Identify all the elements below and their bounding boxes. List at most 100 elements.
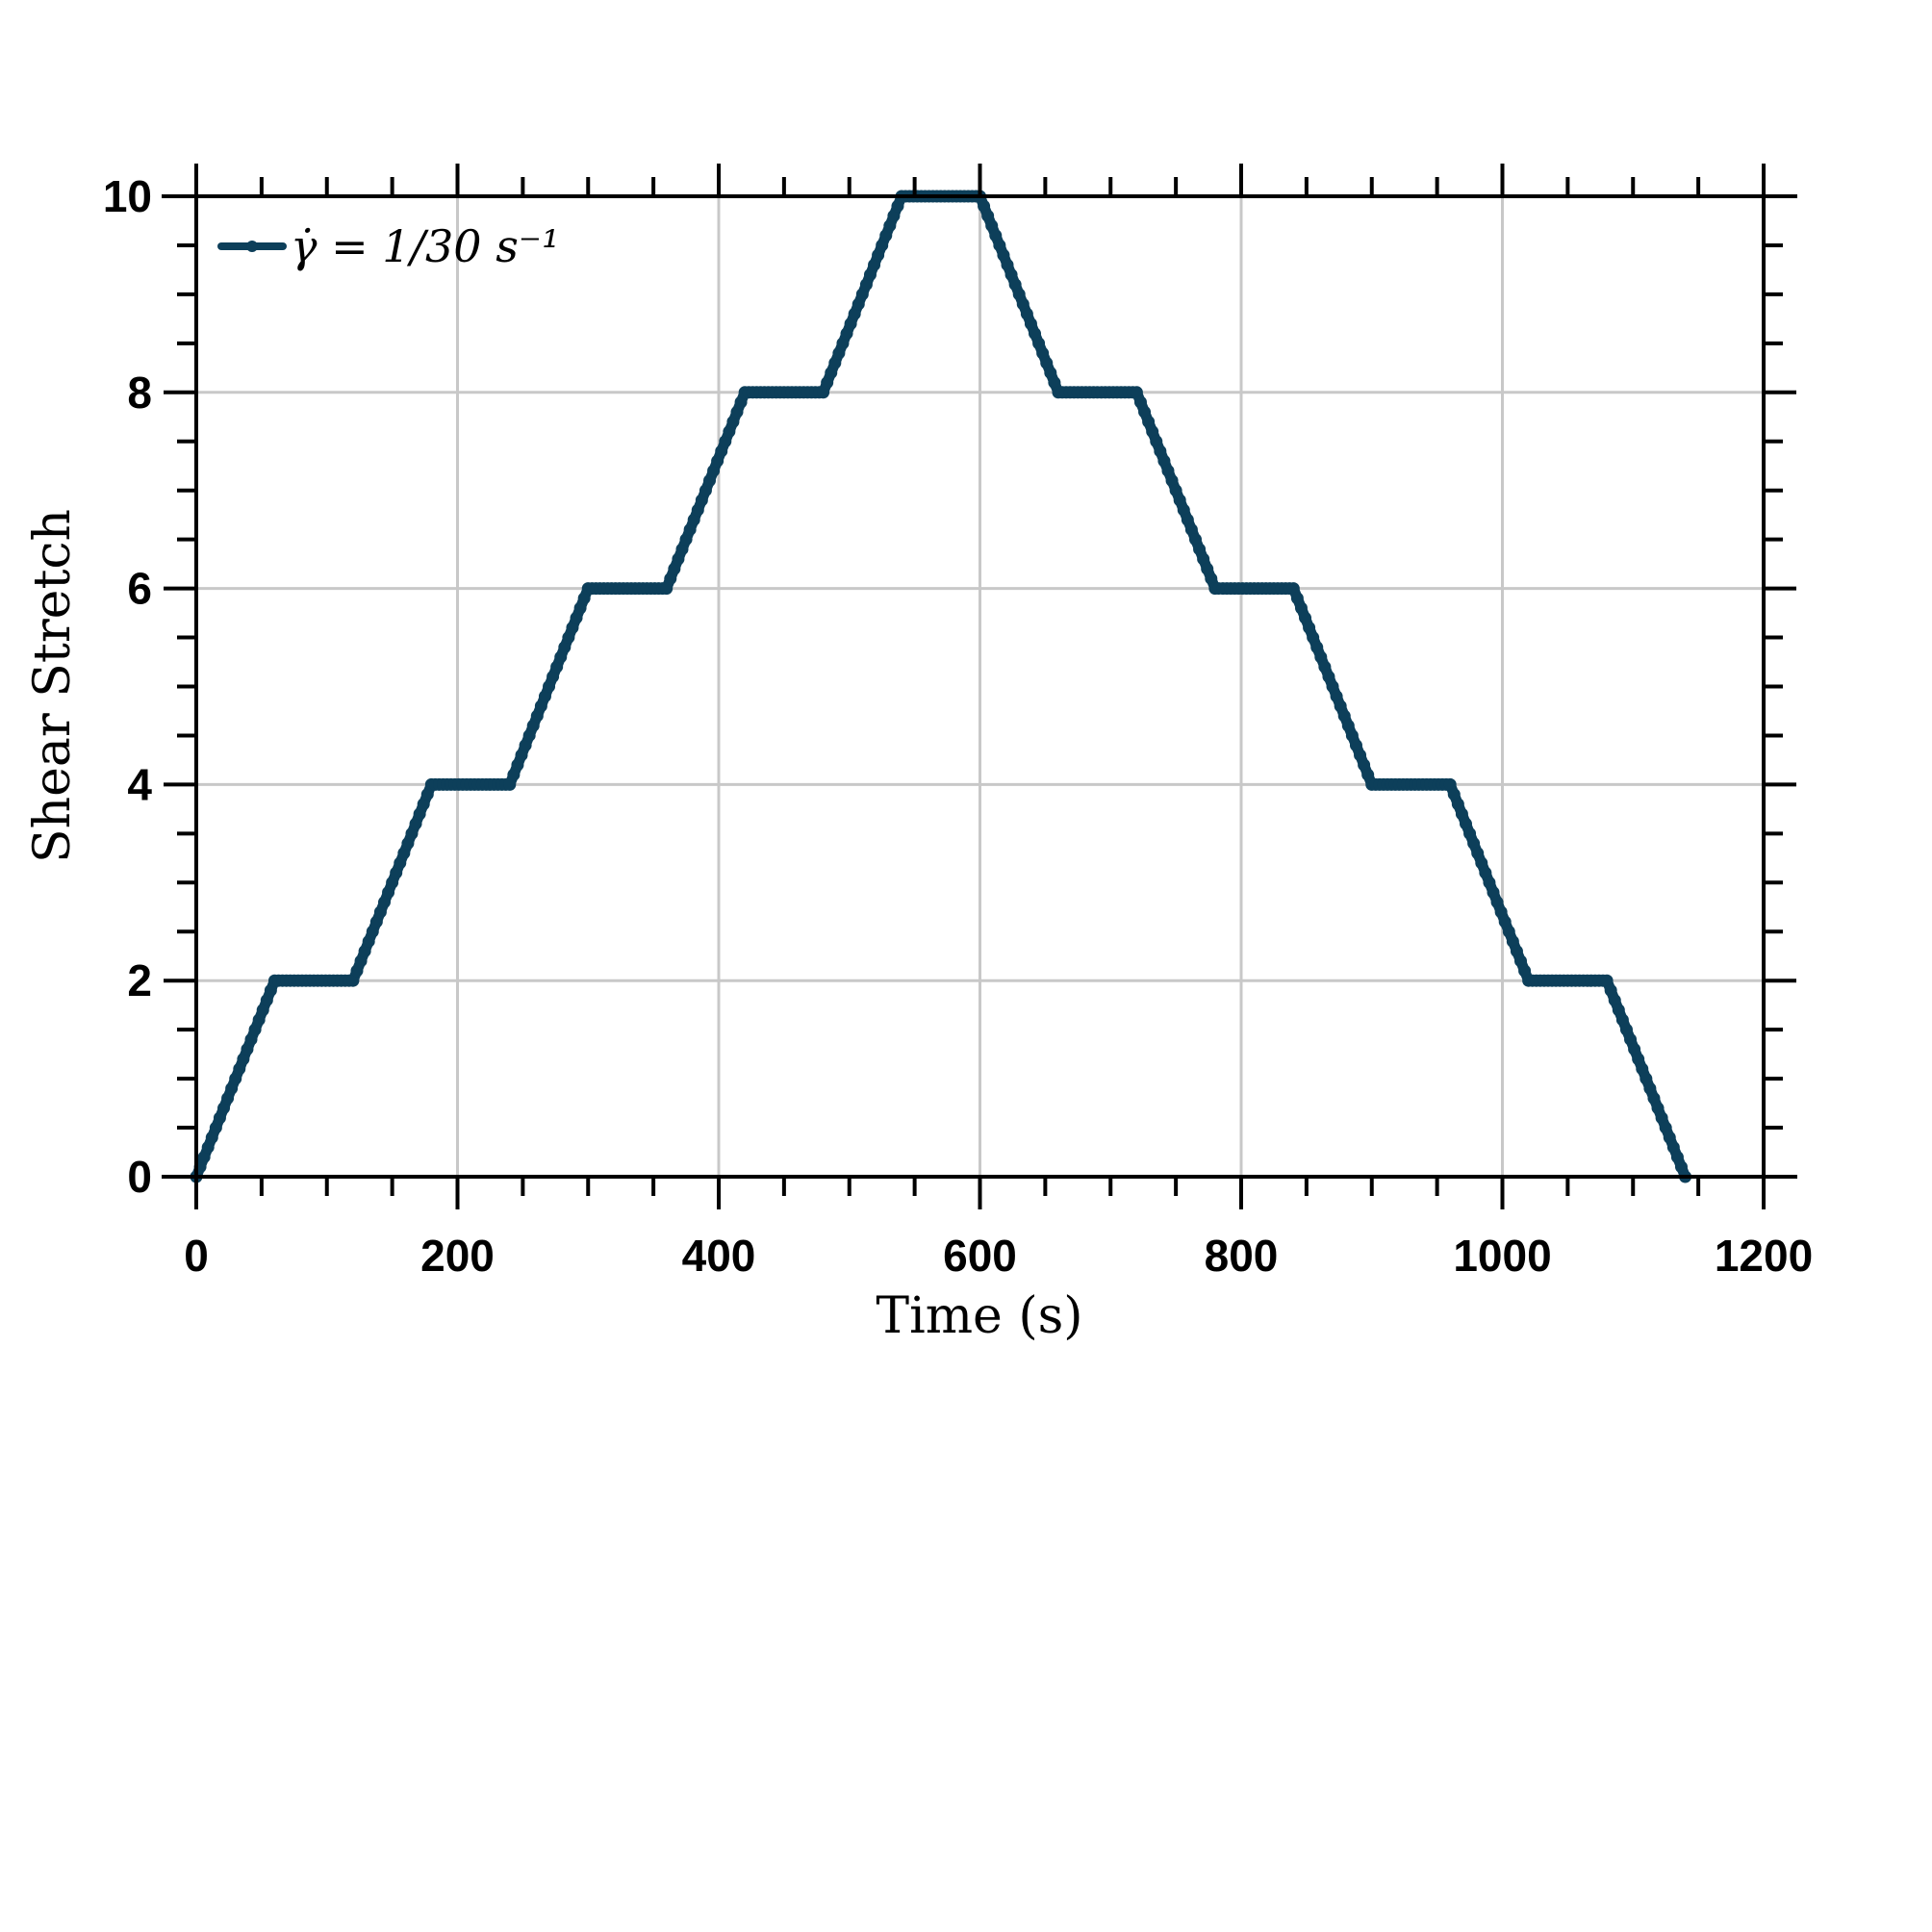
series-point — [1447, 788, 1461, 801]
series-point — [675, 543, 689, 556]
plot-area — [190, 190, 1692, 1183]
series-point — [401, 837, 415, 851]
series-point — [1487, 885, 1500, 899]
series-point — [1636, 1062, 1649, 1076]
series-point — [1326, 680, 1339, 693]
series-point — [522, 728, 536, 742]
series-point — [702, 474, 716, 488]
series-point — [734, 395, 748, 409]
series-point — [1032, 337, 1046, 350]
series-point — [707, 464, 721, 477]
series-point — [715, 445, 728, 458]
series-point — [394, 856, 407, 870]
series-point — [1651, 1102, 1665, 1115]
legend: γ̇ = 1/30 s⁻¹ — [217, 220, 560, 272]
series-point — [1463, 826, 1477, 840]
series-point — [244, 1032, 258, 1046]
series-point — [197, 1151, 211, 1164]
series-point — [538, 690, 551, 703]
series-point — [1483, 876, 1496, 889]
series-point — [1024, 317, 1037, 330]
series-point — [1004, 268, 1018, 282]
y-tick-label-2: 4 — [127, 759, 152, 809]
series-point — [252, 1013, 266, 1027]
series-point — [350, 964, 364, 978]
series-point — [213, 1111, 226, 1125]
series-point — [1471, 847, 1485, 860]
series-point — [409, 817, 422, 830]
series-point — [1303, 621, 1316, 634]
series-point — [354, 954, 368, 968]
series-point — [1608, 994, 1621, 1007]
series-point — [386, 876, 399, 889]
series-point — [1615, 1013, 1629, 1027]
series-point — [530, 709, 544, 723]
series-point — [1655, 1111, 1668, 1125]
series-point — [695, 494, 708, 507]
series-point — [503, 777, 517, 791]
series-point — [248, 1023, 262, 1036]
y-tick-label-5: 10 — [103, 171, 152, 221]
series-point — [1674, 1160, 1688, 1174]
series-point — [1647, 1091, 1661, 1105]
series-point — [1197, 552, 1210, 566]
series-point — [390, 866, 403, 879]
series-point — [1643, 1081, 1657, 1095]
series-point — [1663, 1131, 1676, 1144]
series-point — [558, 641, 572, 654]
series-point — [993, 239, 1006, 252]
series-point — [405, 826, 419, 840]
series-point — [1184, 522, 1198, 536]
x-tick-label-0: 0 — [184, 1231, 209, 1281]
series-point — [1600, 974, 1614, 987]
series-point — [978, 199, 991, 213]
series-point — [573, 601, 587, 615]
series-point — [534, 699, 547, 713]
series-point — [1040, 356, 1054, 369]
tick-labels: 0 200 400 600 800 1000 1200 0 2 4 6 8 10 — [103, 171, 1813, 1281]
series-point — [699, 484, 712, 497]
y-tick-label-0: 0 — [127, 1152, 152, 1202]
x-tick-label-3: 600 — [943, 1231, 1017, 1281]
y-tick-label-4: 8 — [127, 368, 152, 418]
series-point — [1150, 435, 1163, 448]
series-point — [1318, 660, 1332, 674]
series-point — [844, 317, 857, 330]
x-tick-label-5: 1000 — [1453, 1231, 1551, 1281]
series-point — [848, 307, 861, 320]
series-point — [1475, 856, 1488, 870]
series-point — [879, 229, 893, 242]
series-point — [1314, 650, 1328, 664]
series-point — [373, 905, 387, 919]
series-point — [237, 1053, 250, 1066]
series-point — [1188, 533, 1202, 547]
x-tick-label-4: 800 — [1205, 1231, 1279, 1281]
series-point — [1012, 288, 1026, 301]
series-point — [1337, 709, 1351, 723]
series-point — [872, 248, 885, 262]
series-point — [417, 798, 430, 811]
series-point — [683, 522, 697, 536]
series-point — [382, 885, 395, 899]
series-point — [507, 768, 521, 781]
series-point — [1479, 866, 1492, 879]
series-point — [985, 219, 999, 233]
series-point — [719, 435, 732, 448]
series-point — [981, 209, 995, 222]
series-point — [1020, 307, 1033, 320]
series-point — [711, 454, 724, 468]
series-point — [1494, 905, 1508, 919]
y-tick-label-3: 6 — [127, 564, 152, 614]
grid — [194, 194, 1766, 1179]
series-point — [1467, 837, 1481, 851]
series-point — [1345, 728, 1359, 742]
series-point — [664, 572, 677, 585]
series-point — [1612, 1004, 1625, 1017]
series-point — [369, 915, 383, 928]
series-point — [201, 1140, 215, 1154]
series-point — [1358, 758, 1371, 772]
series-point — [997, 248, 1010, 262]
legend-label: γ̇ = 1/30 s⁻¹ — [291, 220, 560, 272]
series-point — [1290, 592, 1304, 605]
